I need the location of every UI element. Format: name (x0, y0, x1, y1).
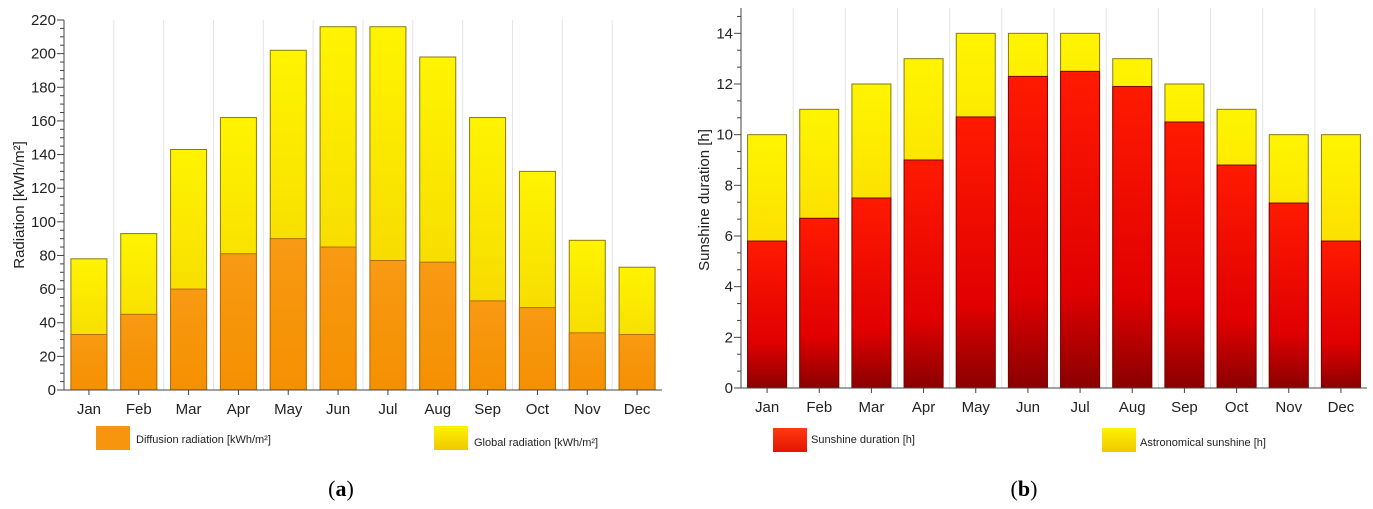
y-axis-title-a: Radiation [kWh/m²] (11, 141, 28, 269)
legend-label-astronomical: Astronomical sunshine [h] (1140, 437, 1266, 449)
bar-diffusion (70, 334, 108, 391)
legend-swatch-sunshine (773, 428, 807, 452)
legend-a: Diffusion radiation [kWh/m²] Global radi… (96, 426, 598, 450)
y-axis-title-b: Sunshine duration [h] (696, 129, 713, 271)
bar-diffusion (269, 238, 307, 391)
bar-diffusion (120, 313, 158, 391)
y-tick-label: 40 (39, 315, 56, 332)
y-tick-label: 160 (31, 113, 56, 130)
grid-a (113, 20, 613, 390)
x-tick-label: Jun (1016, 399, 1040, 416)
bar-sunshine (1320, 240, 1361, 389)
grid-b (792, 8, 1316, 388)
panel-letter-b: b (1018, 476, 1030, 501)
bars-a (70, 26, 656, 391)
y-tick-label: 10 (716, 127, 733, 144)
bar-sunshine (799, 217, 840, 389)
y-tick-label: 12 (716, 76, 733, 93)
y-tick-label: 0 (725, 380, 733, 397)
x-tick-label: Jan (755, 399, 779, 416)
y-tick-label: 0 (48, 382, 56, 399)
legend-label-global: Global radiation [kWh/m²] (474, 437, 598, 449)
bar-sunshine (1007, 75, 1048, 389)
y-tick-label: 2 (725, 329, 733, 346)
bar-sunshine (955, 116, 996, 389)
y-tick-label: 4 (725, 279, 733, 296)
x-tick-label: Mar (176, 401, 202, 418)
x-ticks-b: Jan Feb Mar Apr May Jun Jul Aug Sep Oct Nov Dec (755, 388, 1355, 416)
bar-diffusion (518, 307, 556, 391)
x-tick-label: Nov (1275, 399, 1302, 416)
x-tick-label: Oct (526, 401, 550, 418)
bar-sunshine (851, 197, 892, 389)
legend-label-sunshine: Sunshine duration [h] (811, 434, 915, 446)
x-tick-label: Jun (326, 401, 350, 418)
y-ticks-a: 0 20 40 60 80 100 120 140 160 180 200 220 (31, 12, 64, 399)
x-tick-label: Sep (1171, 399, 1198, 416)
bar-sunshine (1164, 121, 1205, 389)
y-tick-label: 140 (31, 147, 56, 164)
chart-panel-b: 0 2 4 6 8 10 12 14 Jan Feb Mar Apr May Jun Jul Aug Sep O… (696, 8, 1367, 501)
y-tick-label: 8 (725, 177, 733, 194)
x-tick-label: May (962, 399, 991, 416)
legend-swatch-diffusion (96, 426, 130, 450)
bar-sunshine (1268, 202, 1309, 389)
legend-swatch-global (434, 426, 468, 450)
bar-sunshine (1216, 164, 1257, 389)
legend-label-diffusion: Diffusion radiation [kWh/m²] (136, 434, 271, 446)
legend-b: Sunshine duration [h] Astronomical sunsh… (773, 428, 1266, 452)
y-tick-label: 100 (31, 214, 56, 231)
axes-b (740, 8, 1367, 389)
legend-swatch-astronomical (1102, 428, 1136, 452)
chart-panel-a: 0 20 40 60 80 100 120 140 160 180 200 220 Jan Feb Mar… (11, 12, 662, 501)
bars-b (747, 32, 1361, 389)
x-tick-label: Aug (1119, 399, 1146, 416)
x-tick-label: Dec (624, 401, 651, 418)
bar-diffusion (170, 288, 208, 391)
bar-sunshine (1112, 86, 1153, 389)
bar-diffusion (369, 260, 407, 391)
bar-diffusion (419, 261, 457, 391)
bar-diffusion (469, 300, 507, 391)
x-tick-label: May (274, 401, 303, 418)
bar-sunshine (1060, 70, 1101, 389)
x-tick-label: Apr (227, 401, 250, 418)
panel-label-b: (b) (1011, 476, 1038, 501)
bar-diffusion (219, 253, 257, 391)
panel-letter-a: a (336, 476, 347, 501)
y-tick-label: 180 (31, 79, 56, 96)
x-tick-label: Oct (1225, 399, 1249, 416)
x-tick-label: Jul (1070, 399, 1089, 416)
y-tick-label: 80 (39, 247, 56, 264)
y-tick-label: 220 (31, 12, 56, 29)
bar-sunshine (747, 240, 788, 389)
y-tick-label: 20 (39, 348, 56, 365)
x-tick-label: Apr (912, 399, 935, 416)
bar-diffusion (568, 332, 606, 391)
y-tick-label: 14 (716, 25, 733, 42)
bar-sunshine (903, 159, 944, 389)
y-tick-label: 60 (39, 281, 56, 298)
y-ticks-b: 0 2 4 6 8 10 12 14 (716, 15, 741, 397)
x-tick-label: Feb (126, 401, 152, 418)
x-tick-label: Sep (474, 401, 501, 418)
panel-label-a: (a) (328, 476, 354, 501)
x-tick-label: Feb (806, 399, 832, 416)
bar-diffusion (319, 246, 357, 391)
x-tick-label: Dec (1328, 399, 1355, 416)
y-tick-label: 200 (31, 46, 56, 63)
x-tick-label: Jul (378, 401, 397, 418)
x-ticks-a: Jan Feb Mar Apr May Jun Jul Aug Sep Oct Nov Dec (77, 390, 651, 418)
x-tick-label: Nov (574, 401, 601, 418)
bar-diffusion (618, 334, 656, 391)
x-tick-label: Aug (424, 401, 451, 418)
y-tick-label: 120 (31, 180, 56, 197)
y-tick-label: 6 (725, 228, 733, 245)
x-tick-label: Jan (77, 401, 101, 418)
x-tick-label: Mar (858, 399, 884, 416)
